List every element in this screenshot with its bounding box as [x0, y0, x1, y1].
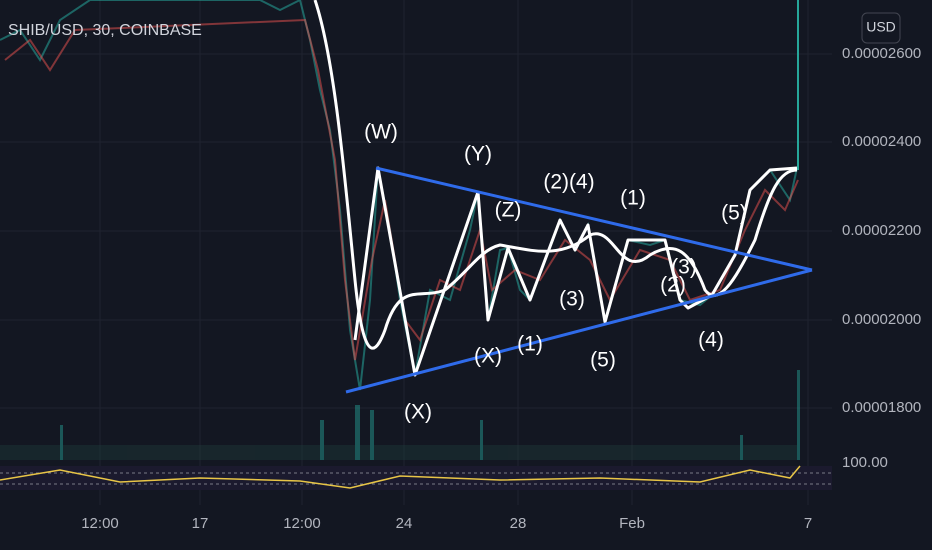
- wave-label: (W): [364, 121, 398, 144]
- price-label: 0.00001800: [842, 399, 921, 416]
- wave-curve: [313, 0, 798, 350]
- time-label: 12:00: [81, 515, 119, 532]
- wave-label: (1): [517, 333, 543, 356]
- wave-label: (X): [404, 401, 432, 424]
- wave-label: (5): [721, 202, 747, 225]
- currency-label: USD: [866, 19, 896, 35]
- wave-line: [353, 166, 798, 377]
- time-axis: 12:00 17 12:00 24 28 Feb 7: [81, 515, 812, 532]
- time-label: 24: [396, 515, 413, 532]
- wave-label: (Z): [495, 199, 522, 222]
- wave-label: (4): [698, 329, 724, 352]
- time-label: 7: [804, 515, 812, 532]
- wave-label: (2): [660, 274, 686, 297]
- price-label: 0.00002400: [842, 133, 921, 150]
- wave-label: (3): [559, 288, 585, 311]
- price-axis: 0.00002600 0.00002400 0.00002200 0.00002…: [842, 45, 921, 471]
- triangle-lines: [345, 166, 813, 394]
- wave-label: (3): [671, 256, 697, 279]
- volume-bars: [0, 370, 800, 460]
- wave-label: (X): [474, 345, 502, 368]
- rsi-label: 100.00: [842, 454, 888, 471]
- wave-label: (1): [620, 187, 646, 210]
- price-label: 0.00002000: [842, 311, 921, 328]
- price-label: 0.00002600: [842, 45, 921, 62]
- price-label: 0.00002200: [842, 222, 921, 239]
- currency-button[interactable]: [861, 12, 901, 44]
- wave-label: (2)(4): [543, 171, 594, 194]
- symbol-title: SHIB/USD, 30, COINBASE: [8, 22, 202, 39]
- time-label: 12:00: [283, 515, 321, 532]
- time-label: 17: [192, 515, 209, 532]
- grid: [0, 0, 832, 505]
- wave-labels: (W) (Y) (Z) (2)(4) (1) (5) (3) (3) (2) (…: [364, 121, 747, 424]
- time-label: 28: [510, 515, 527, 532]
- wave-label: (Y): [464, 143, 492, 166]
- rsi-pane: [0, 465, 832, 490]
- time-label: Feb: [619, 515, 645, 532]
- wave-label: (5): [590, 349, 616, 372]
